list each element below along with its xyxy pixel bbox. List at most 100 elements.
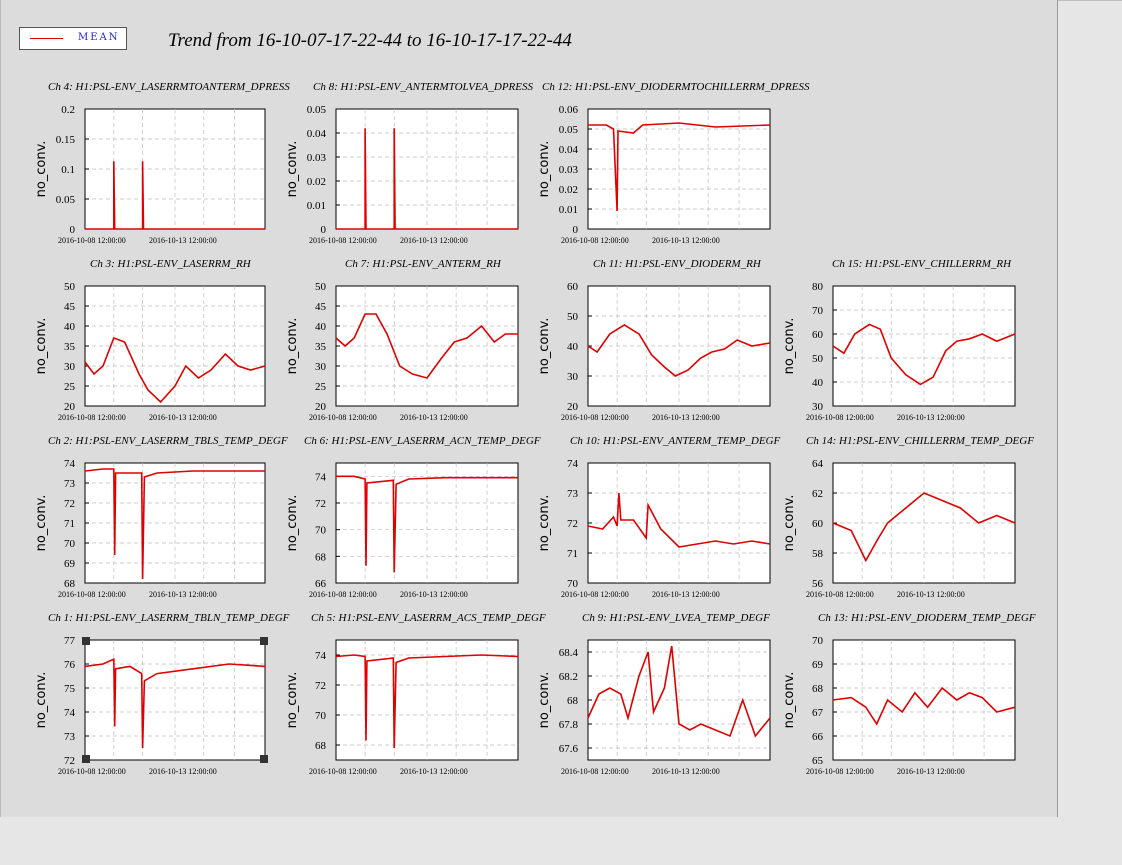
y-axis-label: no_conv.: [285, 672, 300, 729]
y-tick-label: 75: [64, 683, 76, 695]
x-tick-label: 2016-10-13 12:00:00: [149, 236, 217, 245]
chart-panel: Ch 13: H1:PSL-ENV_DIODERM_TEMP_DEGF 65 66 6…: [782, 612, 1036, 776]
y-axis-label: no_conv.: [782, 318, 797, 375]
chart-title: Ch 2: H1:PSL-ENV_LASERRM_TBLS_TEMP_DEGF: [48, 435, 288, 447]
y-tick-label: 45: [315, 301, 327, 313]
y-tick-label: 0.05: [559, 124, 579, 136]
x-tick-label: 2016-10-13 12:00:00: [652, 236, 720, 245]
y-tick-label: 30: [64, 361, 76, 373]
series-line: [832, 686, 1016, 726]
x-tick-label: 2016-10-08 12:00:00: [58, 767, 126, 776]
y-tick-label: 72: [567, 518, 578, 530]
legend-label: MEAN: [78, 32, 120, 43]
series-line: [84, 468, 265, 580]
chart-panel: Ch 12: H1:PSL-ENV_DIODERMTOCHILLERRM_DPR…: [537, 81, 810, 245]
page-title: Trend from 16-10-07-17-22-44 to 16-10-17…: [168, 30, 572, 51]
y-tick-label: 30: [315, 361, 327, 373]
y-tick-label: 68: [315, 740, 327, 752]
y-tick-label: 74: [315, 650, 327, 662]
chart-panel: Ch 1: H1:PSL-ENV_LASERRM_TBLN_TEMP_DEGF 7…: [34, 612, 290, 776]
series-line: [335, 313, 518, 379]
chart-panel: Ch 5: H1:PSL-ENV_LASERRM_ACS_TEMP_DEGF 68…: [285, 612, 546, 776]
y-tick-label: 62: [812, 488, 823, 500]
x-tick-label: 2016-10-13 12:00:00: [149, 590, 217, 599]
series-line: [84, 336, 266, 404]
y-axis-label: no_conv.: [285, 495, 300, 552]
series-line: [336, 475, 518, 573]
y-tick-label: 68: [812, 683, 824, 695]
chart-panel: Ch 9: H1:PSL-ENV_LVEA_TEMP_DEGF 67.6 67.8 6…: [537, 612, 771, 776]
y-tick-label: 0.04: [559, 144, 579, 156]
x-tick-label: 2016-10-13 12:00:00: [149, 413, 217, 422]
window-margin: [1057, 0, 1122, 817]
x-tick-label: 2016-10-13 12:00:00: [400, 236, 468, 245]
y-tick-label: 60: [812, 518, 824, 530]
y-tick-label: 60: [812, 329, 824, 341]
y-tick-label: 0.05: [56, 194, 76, 206]
y-tick-label: 0: [321, 224, 327, 236]
y-tick-label: 20: [64, 401, 76, 413]
y-tick-label: 71: [567, 548, 578, 560]
chart-title: Ch 15: H1:PSL-ENV_CHILLERRM_RH: [832, 258, 1012, 270]
x-tick-label: 2016-10-13 12:00:00: [897, 413, 965, 422]
y-tick-label: 30: [567, 371, 579, 383]
chart-panel: Ch 2: H1:PSL-ENV_LASERRM_TBLS_TEMP_DEGF 6…: [34, 435, 288, 599]
y-tick-label: 50: [64, 281, 76, 293]
y-axis-label: no_conv.: [34, 141, 49, 198]
y-tick-label: 67.6: [559, 743, 579, 755]
y-tick-label: 64: [812, 458, 824, 470]
y-tick-label: 74: [64, 707, 76, 719]
x-tick-label: 2016-10-08 12:00:00: [561, 590, 629, 599]
y-tick-label: 67: [812, 707, 824, 719]
selection-handle: [82, 755, 90, 763]
y-axis-label: no_conv.: [537, 318, 552, 375]
series-line: [588, 122, 771, 212]
x-tick-label: 2016-10-08 12:00:00: [309, 413, 377, 422]
y-tick-label: 68.4: [559, 647, 579, 659]
x-tick-label: 2016-10-08 12:00:00: [806, 590, 874, 599]
y-tick-label: 40: [812, 377, 824, 389]
y-axis-label: no_conv.: [537, 495, 552, 552]
series-line: [84, 657, 266, 749]
y-tick-label: 20: [567, 401, 579, 413]
y-tick-label: 45: [64, 301, 76, 313]
x-tick-label: 2016-10-13 12:00:00: [897, 590, 965, 599]
x-tick-label: 2016-10-08 12:00:00: [309, 590, 377, 599]
y-tick-label: 67.8: [559, 719, 579, 731]
chart-panel: Ch 15: H1:PSL-ENV_CHILLERRM_RH 30 40 50 60 70…: [782, 258, 1016, 422]
y-tick-label: 0.01: [307, 200, 326, 212]
y-tick-label: 0.1: [61, 164, 75, 176]
y-tick-label: 0.02: [307, 176, 326, 188]
y-tick-label: 70: [315, 710, 327, 722]
x-tick-label: 2016-10-08 12:00:00: [806, 767, 874, 776]
y-axis-label: no_conv.: [537, 672, 552, 729]
y-tick-label: 0.15: [56, 134, 76, 146]
y-tick-label: 70: [64, 538, 76, 550]
y-tick-label: 74: [64, 458, 76, 470]
y-tick-label: 68: [567, 695, 579, 707]
y-axis-label: no_conv.: [537, 141, 552, 198]
y-axis-label: no_conv.: [34, 672, 49, 729]
series-line: [85, 161, 265, 230]
x-tick-label: 2016-10-08 12:00:00: [58, 236, 126, 245]
legend-line-swatch: [30, 38, 63, 39]
y-axis-label: no_conv.: [285, 318, 300, 375]
y-tick-label: 35: [315, 341, 327, 353]
y-tick-label: 0.02: [559, 184, 578, 196]
series-line: [587, 324, 771, 377]
chart-title: Ch 14: H1:PSL-ENV_CHILLERRM_TEMP_DEGF: [806, 435, 1034, 447]
y-tick-label: 72: [64, 498, 75, 510]
series-line: [335, 654, 519, 749]
y-tick-label: 73: [64, 731, 76, 743]
x-tick-label: 2016-10-13 12:00:00: [400, 413, 468, 422]
y-tick-label: 70: [315, 525, 327, 537]
chart-panel: Ch 11: H1:PSL-ENV_DIODERM_RH 20 30 40 50 60 20…: [537, 258, 771, 422]
chart-title: Ch 1: H1:PSL-ENV_LASERRM_TBLN_TEMP_DEGF: [48, 612, 290, 624]
y-tick-label: 72: [315, 498, 326, 510]
legend[interactable]: MEAN: [19, 27, 127, 50]
y-tick-label: 65: [812, 755, 824, 767]
series-line: [587, 492, 771, 548]
y-tick-label: 76: [64, 659, 76, 671]
series-line: [587, 645, 771, 738]
y-tick-label: 69: [812, 659, 824, 671]
